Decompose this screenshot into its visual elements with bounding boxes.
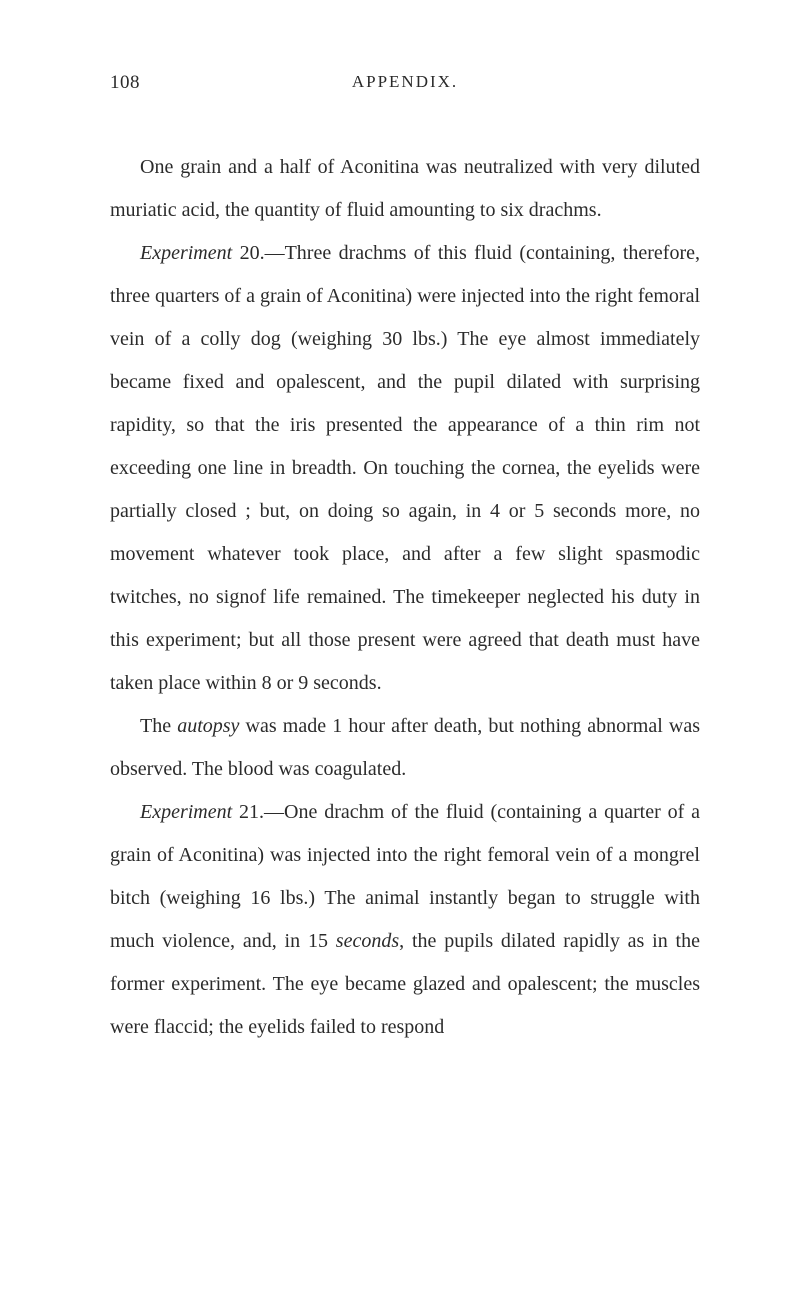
page-header: 108 APPENDIX. (110, 72, 700, 94)
autopsy-label: autopsy (177, 715, 239, 737)
page-container: 108 APPENDIX. One grain and a half of Ac… (0, 0, 800, 1129)
paragraph-1: One grain and a half of Aconitina was ne… (110, 146, 700, 232)
experiment-label-2: Experiment (140, 801, 232, 823)
experiment-number-2: 21.— (232, 801, 284, 823)
page-number: 108 (110, 72, 140, 94)
paragraph-3: The autopsy was made 1 hour after death,… (110, 705, 700, 791)
paragraph-3-a: The (140, 715, 177, 737)
body-text: One grain and a half of Aconitina was ne… (110, 146, 700, 1049)
seconds-label: seconds (336, 930, 399, 952)
experiment-number: 20.— (232, 242, 284, 264)
paragraph-4: Experiment 21.—One drachm of the fluid (… (110, 791, 700, 1049)
header-spacer (670, 72, 700, 94)
experiment-label: Experiment (140, 242, 232, 264)
header-title: APPENDIX. (352, 72, 458, 94)
paragraph-2-text: Three drachms of this fluid (containing,… (110, 242, 700, 694)
paragraph-2: Experiment 20.—Three drachms of this flu… (110, 232, 700, 705)
